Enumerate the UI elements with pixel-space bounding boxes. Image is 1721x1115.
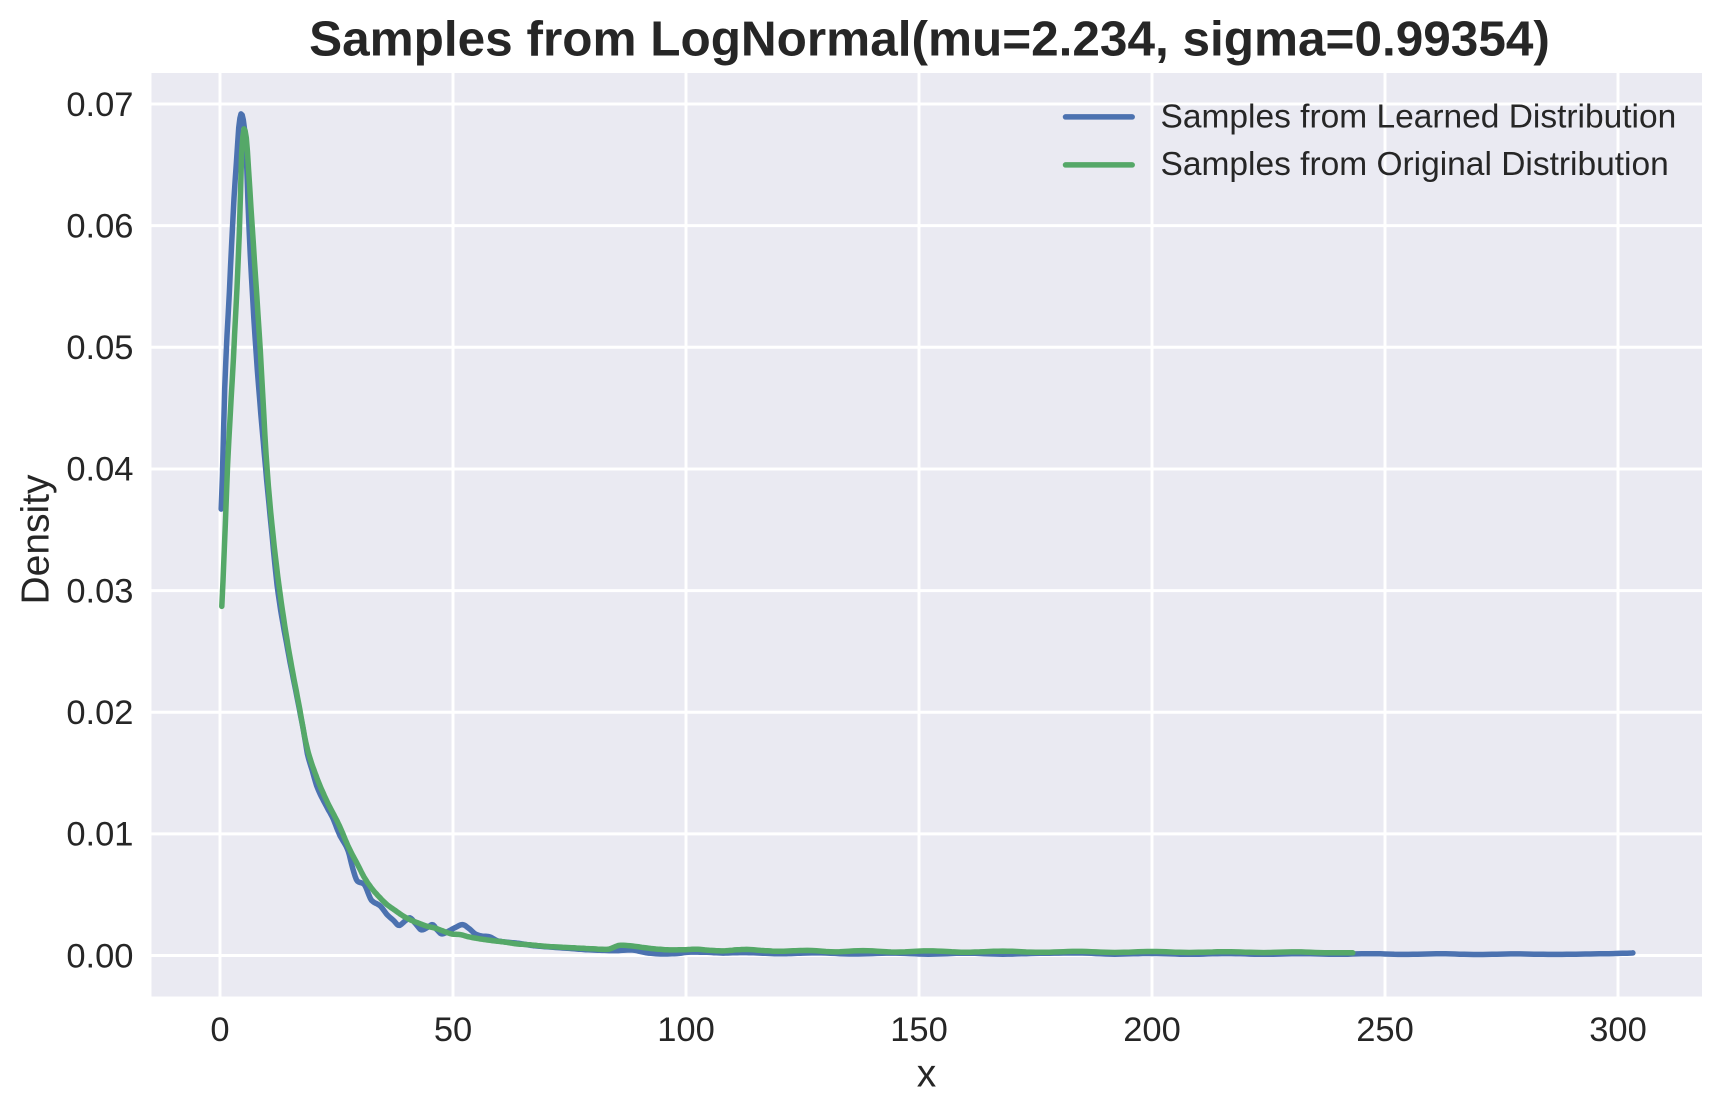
svg-text:150: 150 bbox=[890, 1011, 948, 1049]
svg-text:0.07: 0.07 bbox=[66, 86, 133, 124]
svg-text:200: 200 bbox=[1123, 1011, 1181, 1049]
svg-text:0: 0 bbox=[210, 1011, 229, 1049]
svg-text:Samples from LogNormal(mu=2.23: Samples from LogNormal(mu=2.234, sigma=0… bbox=[309, 12, 1550, 67]
svg-text:0.02: 0.02 bbox=[66, 694, 133, 732]
svg-text:0.00: 0.00 bbox=[66, 937, 133, 975]
svg-text:250: 250 bbox=[1356, 1011, 1414, 1049]
svg-text:0.01: 0.01 bbox=[66, 816, 133, 854]
svg-text:0.05: 0.05 bbox=[66, 329, 133, 367]
svg-text:100: 100 bbox=[657, 1011, 715, 1049]
svg-text:0.04: 0.04 bbox=[66, 451, 133, 489]
svg-text:Density: Density bbox=[15, 474, 58, 605]
svg-text:x: x bbox=[917, 1053, 937, 1096]
svg-text:300: 300 bbox=[1589, 1011, 1647, 1049]
svg-text:Samples from Learned Distribut: Samples from Learned Distribution bbox=[1161, 98, 1677, 135]
svg-text:Samples from Original Distribu: Samples from Original Distribution bbox=[1161, 146, 1669, 183]
svg-text:0.06: 0.06 bbox=[66, 208, 133, 246]
svg-text:0.03: 0.03 bbox=[66, 572, 133, 610]
svg-text:50: 50 bbox=[434, 1011, 472, 1049]
